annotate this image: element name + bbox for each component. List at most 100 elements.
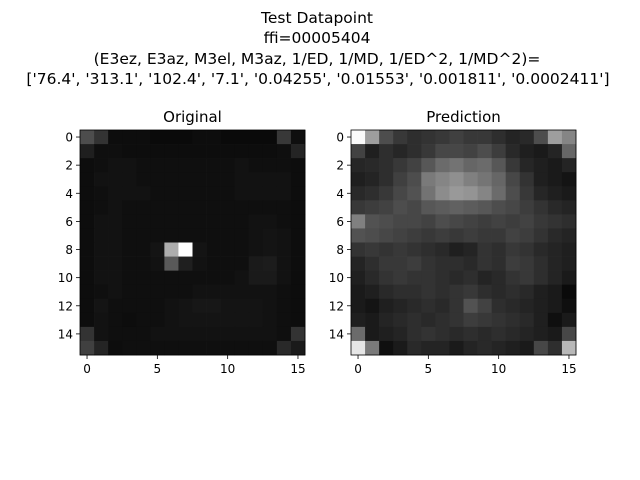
heatmap-cell [407, 186, 422, 201]
heatmap-cell [150, 340, 165, 356]
heatmap-cell [136, 242, 151, 257]
heatmap-cell [351, 312, 366, 328]
heatmap-cell [122, 256, 137, 271]
heatmap-cell [449, 200, 464, 215]
heatmap-cell [136, 256, 151, 271]
heatmap-cell [248, 186, 264, 201]
heatmap-cell [351, 298, 366, 314]
axes-title: Prediction [426, 108, 501, 126]
heatmap-cell [463, 158, 478, 173]
heatmap-cell [262, 242, 278, 257]
x-tick-label: 5 [154, 362, 162, 376]
heatmap-cell [561, 242, 577, 257]
heatmap-cell [463, 172, 478, 187]
heatmap-cell [477, 326, 492, 342]
heatmap-cell [379, 340, 394, 356]
y-tick-label: 0 [65, 131, 73, 145]
heatmap-cell [234, 158, 250, 173]
heatmap-cell [491, 340, 507, 356]
heatmap-cell [491, 200, 507, 215]
heatmap-cell [248, 256, 264, 271]
heatmap-cell [547, 158, 563, 173]
heatmap-cell [379, 256, 394, 271]
heatmap-cell [533, 200, 549, 215]
heatmap-cell [407, 130, 422, 145]
heatmap-cell [192, 242, 207, 257]
heatmap-cell [122, 214, 137, 229]
heatmap-cell [477, 340, 492, 356]
heatmap-cell [248, 130, 264, 145]
heatmap-cell [407, 158, 422, 173]
heatmap-cell [421, 298, 436, 314]
heatmap-cell [290, 340, 306, 356]
heatmap-cell [290, 214, 306, 229]
heatmap-cell [206, 340, 221, 356]
heatmap-cell [435, 284, 450, 300]
heatmap-cell [290, 298, 306, 314]
heatmap-cell [220, 312, 236, 328]
heatmap-cell [192, 200, 207, 215]
heatmap-cell [561, 172, 577, 187]
x-tick-label: 10 [491, 362, 506, 376]
heatmap-cell [290, 326, 306, 342]
heatmap-cell [262, 158, 278, 173]
x-tick-label: 15 [290, 362, 305, 376]
heatmap-cell [108, 130, 123, 145]
heatmap-cell [463, 340, 478, 356]
heatmap-cell [365, 130, 380, 145]
heatmap-cell [94, 242, 109, 257]
heatmap-cell [421, 242, 436, 257]
heatmap-cell [150, 158, 165, 173]
heatmap-cell [533, 130, 549, 145]
heatmap-cell [547, 270, 563, 286]
heatmap-cell [561, 298, 577, 314]
heatmap-cell [505, 186, 521, 201]
heatmap-cell [80, 326, 95, 342]
x-tick-label: 15 [561, 362, 576, 376]
heatmap-cell [463, 312, 478, 328]
heatmap-cell [206, 158, 221, 173]
heatmap-cell [164, 186, 179, 201]
heatmap-cell [379, 214, 394, 229]
heatmap-cell [393, 312, 408, 328]
heatmap-cell [533, 284, 549, 300]
heatmap-cell [108, 228, 123, 243]
heatmap-cell [136, 228, 151, 243]
heatmap-cell [449, 284, 464, 300]
heatmap-cell [248, 298, 264, 314]
heatmap-cell [351, 270, 366, 286]
heatmap-cell [164, 200, 179, 215]
heatmap-cell [220, 256, 236, 271]
heatmap-cell [94, 256, 109, 271]
heatmap-cell [150, 228, 165, 243]
heatmap-cell [262, 270, 278, 286]
heatmap-cell [192, 158, 207, 173]
heatmap-cell [379, 270, 394, 286]
heatmap-cell [94, 144, 109, 159]
heatmap-cell [477, 158, 492, 173]
heatmap-cell [449, 130, 464, 145]
heatmap-cell [276, 200, 292, 215]
heatmap-cell [505, 312, 521, 328]
heatmap-cell [80, 228, 95, 243]
heatmap-cell [234, 312, 250, 328]
heatmap-cell [276, 242, 292, 257]
heatmap-cell [80, 130, 95, 145]
heatmap-cell [379, 158, 394, 173]
heatmap-cell [192, 228, 207, 243]
heatmap-cell [262, 130, 278, 145]
heatmap-cell [248, 270, 264, 286]
heatmap-cell [393, 186, 408, 201]
heatmap-cell [463, 130, 478, 145]
heatmap-cell [276, 340, 292, 356]
heatmap-cell [178, 214, 193, 229]
heatmap-cell [379, 186, 394, 201]
heatmap-cell [150, 172, 165, 187]
heatmap-cell [505, 284, 521, 300]
y-tick-label: 12 [58, 299, 73, 313]
heatmap-cell [80, 340, 95, 356]
heatmap-cell [435, 200, 450, 215]
heatmap-cell [533, 144, 549, 159]
heatmap-cell [178, 228, 193, 243]
axes-frame [350, 129, 577, 356]
